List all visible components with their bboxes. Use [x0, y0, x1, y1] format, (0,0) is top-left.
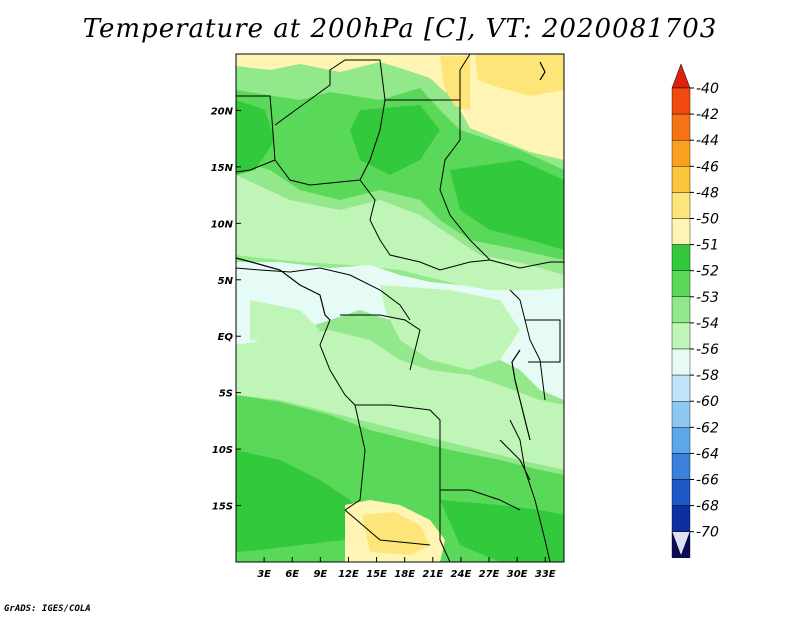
field-south-darkgreen-east — [440, 500, 564, 562]
lat-tick-label: 10N — [211, 219, 234, 230]
colorbar-swatch — [671, 505, 691, 532]
lon-tick-label: 9E — [313, 569, 327, 580]
field-darkgreen-west — [236, 100, 275, 175]
field-north-pale-yellow — [236, 54, 470, 100]
colorbar-swatch — [671, 374, 691, 402]
colorbar-swatch — [671, 192, 691, 219]
lon-axis: 3E 6E 9E 12E 15E 18E 21E 24E 27E 30E 33E — [257, 557, 556, 580]
colorbar-label: -53 — [696, 290, 719, 306]
lat-tick-label: 5S — [219, 389, 233, 400]
lat-tick-label: 15N — [211, 163, 234, 174]
colorbar-swatch — [671, 270, 691, 298]
colorbar-label: -56 — [696, 342, 719, 358]
lon-tick-label: 12E — [338, 569, 359, 580]
lat-axis: 20N 15N 10N 5N EQ 5S 10S 15S — [211, 106, 241, 513]
colorbar-swatch — [671, 348, 691, 376]
colorbar-label: -52 — [696, 264, 719, 280]
lon-tick-label: 3E — [257, 569, 271, 580]
colorbar-label: -58 — [696, 368, 719, 384]
field-darkgreen-sudan — [450, 160, 564, 250]
chart-title: Temperature at 200hPa [C], VT: 202008170… — [82, 14, 718, 44]
colorbar-label: -50 — [696, 212, 719, 228]
lon-tick-label: 24E — [451, 569, 472, 580]
lat-tick-label: 5N — [218, 276, 234, 287]
colorbar-label: -44 — [696, 133, 719, 149]
colorbar-swatch — [671, 218, 691, 245]
lon-tick-label: 27E — [479, 569, 500, 580]
colorbar-swatch — [671, 87, 691, 115]
colorbar-label: -40 — [696, 81, 719, 97]
colorbar-top-arrow — [671, 63, 691, 89]
colorbar-label: -60 — [696, 394, 719, 410]
lat-tick-label: 15S — [212, 502, 233, 513]
colorbar-swatch — [671, 139, 691, 167]
field-lightgreen-band — [236, 175, 564, 300]
colorbar-swatch — [671, 244, 691, 271]
colorbar-label: -66 — [696, 473, 719, 489]
colorbar-label: -68 — [696, 499, 719, 515]
colorbar-bottom-arrow — [671, 531, 691, 557]
lon-tick-label: 6E — [285, 569, 299, 580]
lon-tick-label: 21E — [422, 569, 443, 580]
field-south-darkgreen-west — [236, 450, 370, 552]
colorbar-swatch — [671, 322, 691, 350]
colorbar-label: -70 — [696, 525, 719, 541]
colorbar-swatch — [671, 166, 691, 193]
lon-tick-label: 18E — [394, 569, 415, 580]
lon-tick-label: 30E — [507, 569, 528, 580]
lat-tick-label: 10S — [212, 445, 233, 456]
colorbar-swatch — [671, 296, 691, 324]
colorbar-label: -64 — [696, 446, 719, 462]
credit-text: GrADS: IGES/COLA — [4, 604, 91, 614]
colorbar-swatch — [671, 453, 691, 480]
colorbar-label: -54 — [696, 316, 719, 332]
colorbar: -40 -42 -44 -46 -48 -50 -51 -52 -53 -54 -56 -58 -60 -… — [671, 63, 719, 559]
lon-tick-label: 15E — [366, 569, 387, 580]
coastlines — [236, 61, 546, 441]
map-frame — [235, 53, 565, 563]
colorbar-label: -48 — [696, 185, 719, 201]
colorbar-label: -46 — [696, 159, 719, 175]
colorbar-swatch — [671, 401, 691, 428]
field-south-yellow — [362, 512, 430, 555]
colorbar-swatch — [671, 113, 691, 141]
colorbar-label: -62 — [696, 420, 719, 436]
temperature-field — [236, 54, 564, 562]
colorbar-swatch — [671, 427, 691, 454]
field-gulf-lightgreen — [250, 300, 320, 345]
country-borders — [236, 54, 564, 562]
colorbar-label: -51 — [696, 238, 719, 254]
field-south-lightgreen — [236, 330, 564, 470]
colorbar-swatch — [671, 479, 691, 506]
colorbar-label: -42 — [696, 107, 719, 123]
field-north-yellow — [440, 56, 470, 110]
field-darkgreen-chad — [350, 105, 440, 175]
lat-tick-label: 20N — [211, 106, 234, 117]
lon-tick-label: 33E — [535, 569, 556, 580]
lat-tick-label: EQ — [218, 332, 234, 343]
